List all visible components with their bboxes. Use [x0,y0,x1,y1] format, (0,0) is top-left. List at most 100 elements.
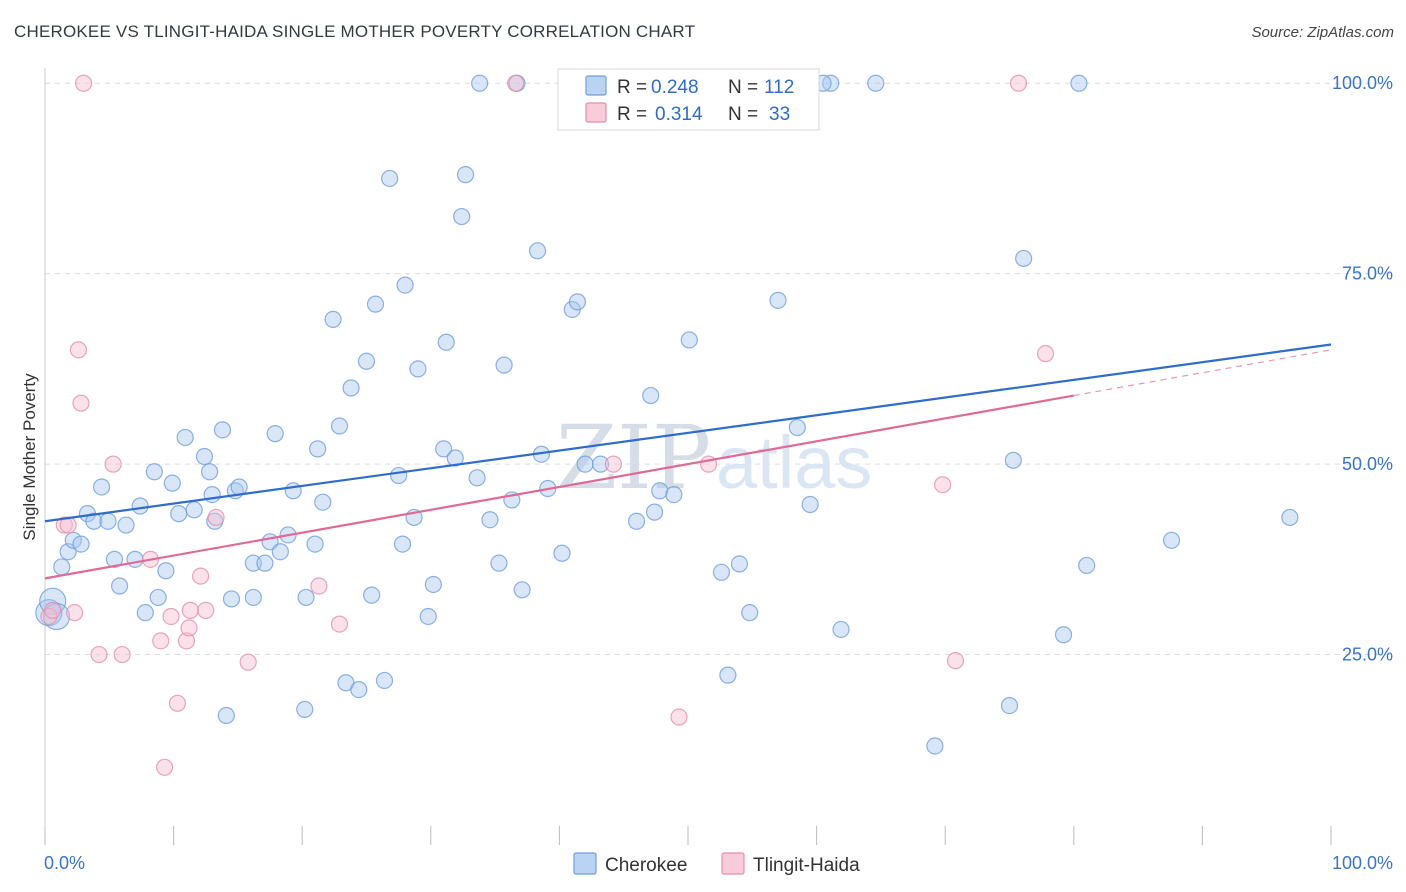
cherokee-point [468,469,486,487]
tlingit-point [65,604,84,622]
cherokee-point [576,455,594,473]
cherokee-point [195,447,214,466]
cherokee-point [719,666,737,684]
tlingit-point [104,455,122,473]
cherokee-point [64,531,82,549]
cherokee-point [453,207,471,226]
legend-n-label-1: N = [728,77,758,98]
cherokee-point [35,599,63,627]
legend-n-label-2: N = [728,104,758,125]
tlingit-point [155,758,174,776]
bottom-legend-label-cherokee: Cherokee [605,855,687,876]
cherokee-point [1004,451,1022,469]
tlingit-point [239,653,257,671]
trend-line-extension [1073,349,1332,397]
cherokee-point [271,543,289,561]
trend-line-tlingit [44,394,1074,580]
cherokee-point [1000,696,1019,715]
cherokee-point [513,581,531,599]
stats-legend: R = 0.248 N = 112 R = 0.314 N = 33 [557,68,820,131]
bottom-legend-swatch-cherokee [573,852,597,875]
cherokee-point [53,558,71,576]
cherokee-point [230,478,248,496]
cherokee-point [665,485,683,504]
cherokee-point [266,425,284,443]
tlingit-point [946,652,965,670]
cherokee-point [769,291,787,309]
cherokee-point [1281,508,1299,527]
y-tick-label: 50.0% [1342,454,1393,474]
tlingit-point [934,476,952,494]
cherokee-point [363,586,381,604]
cherokee-point [185,501,203,519]
cherokee-point [306,535,324,553]
tlingit-point [670,708,688,726]
cherokee-point [201,463,219,481]
cherokee-point [832,620,850,639]
cherokee-point [1162,531,1181,549]
points-layer [35,74,1299,776]
cherokee-point [217,706,235,725]
cherokee-point [680,331,698,349]
cherokee-point [393,535,412,553]
cherokee-point [651,482,669,500]
cherokee-point [244,588,262,607]
cherokee-point [553,544,571,562]
trend-layer [44,343,1332,580]
tlingit-point [330,615,349,633]
cherokee-point [528,242,547,260]
cherokee-point [72,535,90,553]
cherokee-point [324,310,342,328]
y-tick-label: 100.0% [1332,73,1393,93]
source-label: Source: ZipAtlas.com [1251,24,1394,41]
tlingit-point [44,601,62,619]
legend-swatch-cherokee [585,75,607,96]
legend-r-label-2: R = [617,104,647,125]
cherokee-point [176,428,194,447]
tlingit-point [113,645,131,664]
bottom-legend-swatch-tlingit [721,852,745,875]
cherokee-point [222,590,241,608]
cherokee-point [495,356,513,374]
cherokee-point [712,563,731,581]
cherokee-point [568,293,587,311]
cherokee-point [437,333,455,351]
x-tick-label: 0.0% [44,853,85,873]
cherokee-point [256,554,274,572]
tlingit-point [168,694,187,712]
tlingit-point [90,645,108,664]
tlingit-point [181,601,199,619]
cherokee-point [801,495,819,514]
legend-swatch-tlingit [585,102,607,123]
cherokee-point [788,418,806,437]
tlingit-point [604,455,623,473]
tlingit-point [152,632,170,650]
tlingit-point [162,607,180,626]
axis-layer: 25.0% 50.0% 75.0% 100.0% 0.0% 100.0% [44,68,1393,873]
chart-title: CHEROKEE VS TLINGIT-HAIDA SINGLE MOTHER … [14,22,696,41]
cherokee-point [131,497,149,515]
cherokee-point [435,440,453,458]
tlingit-point [207,508,225,527]
cherokee-point [330,417,349,435]
x-tick-label: 100.0% [1332,853,1393,873]
cherokee-point [203,485,221,504]
cherokee-point [157,562,175,580]
cherokee-point [309,440,327,458]
legend-n-value-1: 112 [764,77,794,98]
cherokee-point [105,550,124,568]
cherokee-point [296,700,314,719]
tlingit-point [177,632,196,650]
tlingit-point [55,516,73,534]
tlingit-point [192,567,210,585]
tlingit-point [72,394,90,412]
bottom-legend-label-tlingit: Tlingit-Haida [753,855,860,876]
legend-n-value-2: 33 [769,104,790,125]
cherokee-point [117,516,135,534]
grid-layer [45,82,1392,656]
cherokee-point [85,512,103,530]
cherokee-point [110,577,129,595]
cherokee-point [350,680,368,699]
cherokee-point [213,421,232,439]
cherokee-point [297,588,315,607]
